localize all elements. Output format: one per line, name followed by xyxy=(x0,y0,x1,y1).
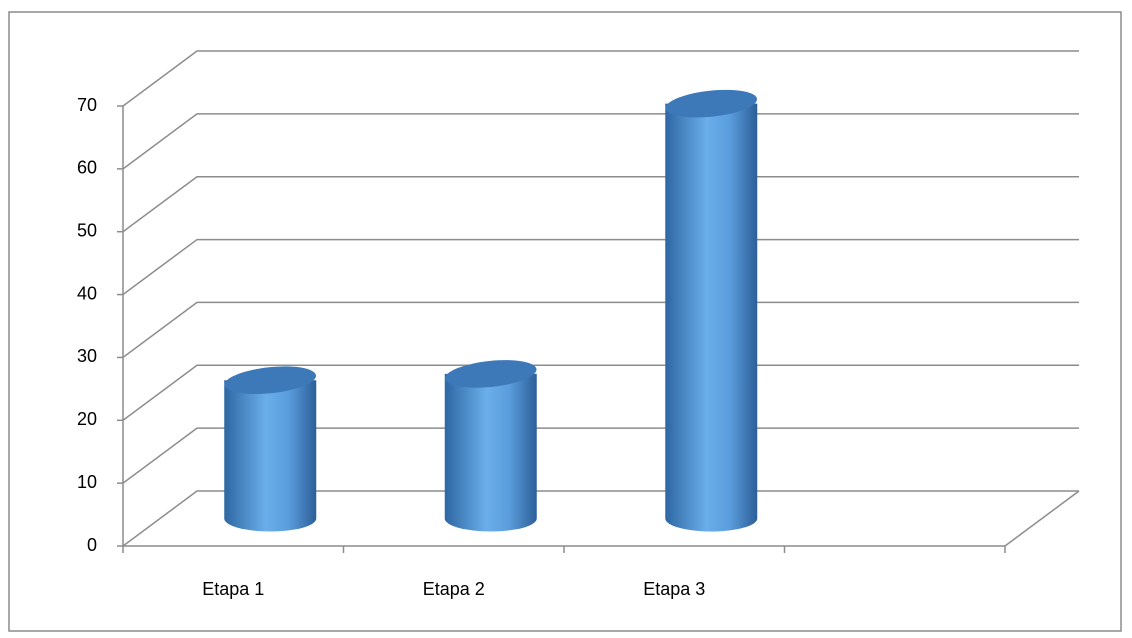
bar xyxy=(665,103,758,532)
y-tick-label: 40 xyxy=(77,283,97,303)
x-tick-label: Etapa 2 xyxy=(423,579,485,599)
bar-top xyxy=(665,89,758,118)
y-tick-label: 30 xyxy=(77,346,97,366)
grid-line xyxy=(122,364,1079,421)
bar-top xyxy=(224,366,317,395)
y-tick-label: 50 xyxy=(77,220,97,240)
y-tick-label: 0 xyxy=(87,535,97,555)
x-tick-label: Etapa 1 xyxy=(202,579,264,599)
y-tick-label: 70 xyxy=(77,95,97,115)
grid-line xyxy=(122,301,1079,359)
y-tick-label: 10 xyxy=(77,472,97,492)
grid-line xyxy=(122,427,1079,484)
y-tick-label: 60 xyxy=(77,158,97,178)
chart-border xyxy=(8,11,1122,632)
grid-line xyxy=(122,175,1079,233)
y-tick-label: 20 xyxy=(77,409,97,429)
bar xyxy=(444,373,537,532)
x-tick-label: Etapa 3 xyxy=(643,579,705,599)
bar xyxy=(224,380,317,532)
grid-line xyxy=(122,238,1079,296)
bar-top xyxy=(444,360,537,388)
floor-edge xyxy=(1004,490,1080,547)
grid-line xyxy=(122,113,1079,170)
grid-line xyxy=(122,490,1079,547)
grid-line xyxy=(122,50,1079,107)
